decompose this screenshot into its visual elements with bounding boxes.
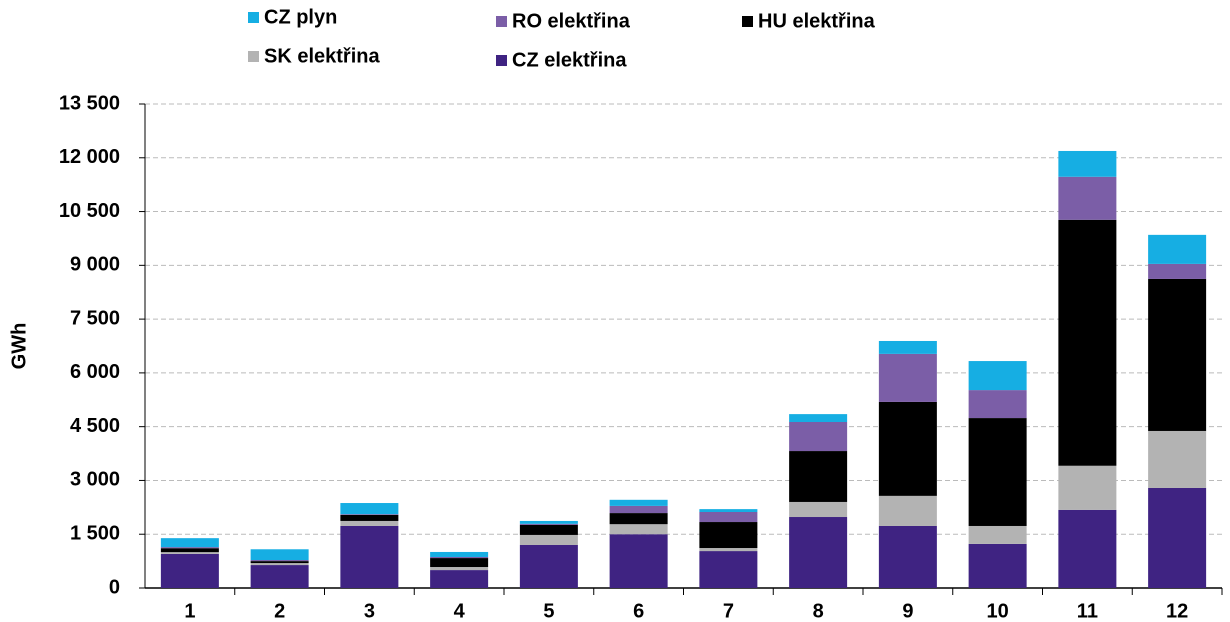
- bar-segment: [519, 520, 578, 524]
- x-tick-label: 9: [902, 600, 913, 622]
- bar-segment: [430, 558, 489, 568]
- bar-segment: [699, 511, 758, 523]
- bar-segment: [699, 509, 758, 512]
- bar-segment: [878, 340, 937, 354]
- bar-segment: [340, 514, 399, 515]
- x-tick-label: 3: [364, 600, 375, 622]
- bar-segment: [160, 548, 219, 553]
- bar-segment: [340, 514, 399, 521]
- bar-segment: [609, 524, 668, 535]
- bar-segment: [1058, 509, 1117, 588]
- bar-segment: [789, 517, 848, 588]
- y-tick-label: 3 000: [70, 469, 120, 491]
- x-tick-label: 7: [723, 600, 734, 622]
- bar-segment: [430, 556, 489, 559]
- x-tick-label: 5: [543, 600, 554, 622]
- bar-segment: [609, 513, 668, 525]
- bar-segment: [789, 501, 848, 518]
- bar-segment: [878, 525, 937, 588]
- bar-segment: [519, 544, 578, 588]
- y-tick-label: 7 500: [70, 307, 120, 329]
- bar-segment: [1148, 487, 1207, 588]
- bar-segment: [968, 418, 1027, 526]
- y-tick-label: 6 000: [70, 361, 120, 383]
- x-tick-label: 1: [184, 600, 195, 622]
- bar-segment: [609, 505, 668, 514]
- bar-segment: [968, 525, 1027, 544]
- y-tick-label: 12 000: [59, 146, 120, 168]
- bar-segment: [789, 451, 848, 502]
- y-tick-label: 13 500: [59, 92, 120, 114]
- y-tick-label: 10 500: [59, 200, 120, 222]
- x-tick-label: 10: [987, 600, 1009, 622]
- bar-segment: [519, 534, 578, 545]
- legend-swatch: [496, 55, 507, 66]
- bar-segment: [250, 561, 309, 564]
- bar-segment: [789, 422, 848, 452]
- bar-segment: [1058, 219, 1117, 466]
- bar-segment: [878, 495, 937, 526]
- bar-segment: [340, 525, 399, 588]
- bar-segment: [160, 538, 219, 548]
- bar-segment: [699, 551, 758, 588]
- legend-swatch: [248, 12, 259, 23]
- bar-segment: [1058, 176, 1117, 220]
- bar-segment: [1148, 263, 1207, 279]
- bar-segment: [968, 361, 1027, 391]
- bar-segment: [609, 499, 668, 506]
- x-tick-label: 6: [633, 600, 644, 622]
- legend-label: HU elektřina: [758, 10, 876, 32]
- y-tick-label: 9 000: [70, 254, 120, 276]
- bar-segment: [968, 390, 1027, 419]
- bar-segment: [699, 548, 758, 552]
- y-axis-label: GWh: [8, 323, 30, 370]
- legend-swatch: [248, 51, 259, 62]
- bar-segment: [1148, 234, 1207, 264]
- x-tick-label: 4: [454, 600, 466, 622]
- bar-segment: [1058, 465, 1117, 510]
- bar-segment: [340, 520, 399, 526]
- bar-segment: [340, 503, 399, 515]
- bar-segment: [250, 563, 309, 566]
- bar-segment: [699, 522, 758, 549]
- legend-label: CZ elektřina: [512, 49, 627, 71]
- y-tick-label: 0: [109, 576, 120, 598]
- bar-segment: [609, 534, 668, 588]
- y-tick-label: 4 500: [70, 415, 120, 437]
- bar-segment: [430, 570, 489, 588]
- y-tick-label: 1 500: [70, 523, 120, 545]
- legend-label: SK elektřina: [264, 45, 380, 67]
- x-tick-label: 2: [274, 600, 285, 622]
- bar-segment: [430, 551, 489, 557]
- bar-segment: [519, 523, 578, 525]
- bar-segment: [519, 524, 578, 535]
- x-tick-label: 8: [813, 600, 824, 622]
- legend-label: RO elektřina: [512, 10, 631, 32]
- bar-segment: [250, 549, 309, 561]
- bar-segment: [250, 560, 309, 562]
- bar-segment: [1058, 150, 1117, 177]
- legend-swatch: [496, 16, 507, 27]
- legend-swatch: [742, 16, 753, 27]
- bar-segment: [160, 547, 219, 549]
- bar-segment: [430, 567, 489, 571]
- bar-segment: [878, 401, 937, 496]
- x-tick-label: 11: [1077, 600, 1098, 622]
- bar-segment: [160, 553, 219, 588]
- bar-segment: [878, 353, 937, 402]
- bar-segment: [968, 543, 1027, 588]
- bar-segment: [1148, 278, 1207, 431]
- x-tick-label: 12: [1166, 600, 1188, 622]
- bar-segment: [160, 552, 219, 554]
- bar-segment: [250, 565, 309, 588]
- bar-segment: [789, 414, 848, 423]
- bar-segment: [1148, 430, 1207, 488]
- legend-label: CZ plyn: [264, 6, 337, 28]
